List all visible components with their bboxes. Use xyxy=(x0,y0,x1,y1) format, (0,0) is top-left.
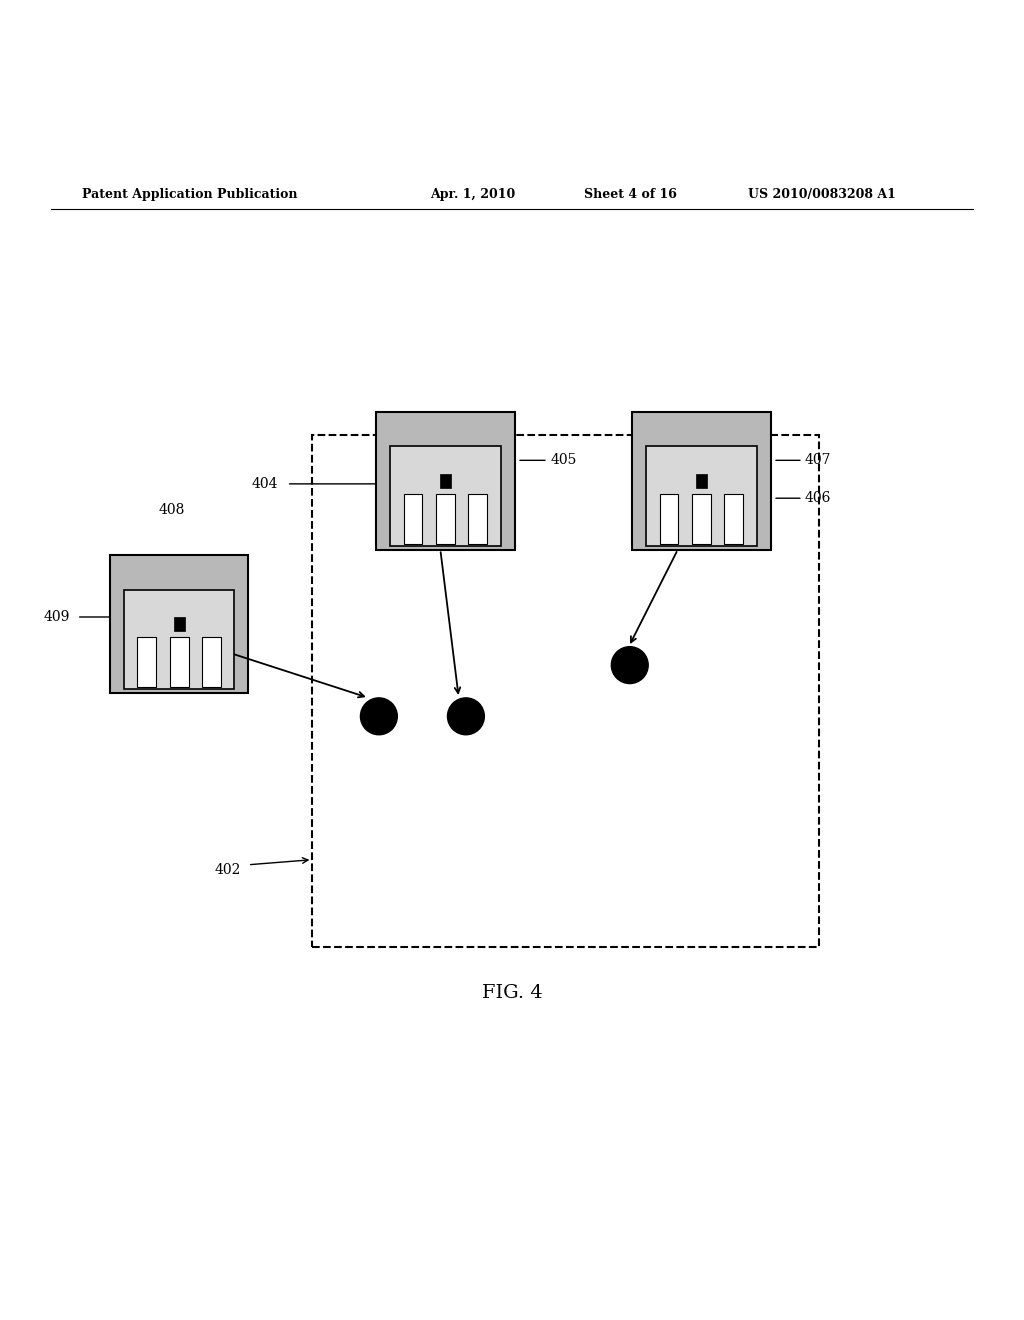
Bar xyxy=(202,638,221,688)
Bar xyxy=(646,446,757,545)
Bar xyxy=(724,494,743,544)
Bar xyxy=(170,638,188,688)
Text: 406: 406 xyxy=(805,491,831,506)
Bar xyxy=(377,412,514,550)
Circle shape xyxy=(447,698,484,735)
Bar xyxy=(403,494,423,544)
Text: 409: 409 xyxy=(43,610,70,624)
Text: 407: 407 xyxy=(805,453,831,467)
Text: 408: 408 xyxy=(159,503,185,516)
Bar xyxy=(124,590,234,689)
Bar xyxy=(110,554,248,693)
Bar xyxy=(633,412,771,550)
Bar xyxy=(468,494,487,544)
Text: Apr. 1, 2010: Apr. 1, 2010 xyxy=(430,187,515,201)
Bar xyxy=(390,446,501,545)
Bar xyxy=(696,474,707,488)
Circle shape xyxy=(360,698,397,735)
Bar xyxy=(692,494,711,544)
Text: 404: 404 xyxy=(252,477,279,491)
Text: 402: 402 xyxy=(214,863,241,876)
Bar xyxy=(440,474,451,488)
Text: Sheet 4 of 16: Sheet 4 of 16 xyxy=(584,187,677,201)
Bar xyxy=(659,494,679,544)
Circle shape xyxy=(611,647,648,684)
Text: 405: 405 xyxy=(551,453,578,467)
Bar xyxy=(436,494,455,544)
Bar xyxy=(137,638,157,688)
Text: US 2010/0083208 A1: US 2010/0083208 A1 xyxy=(748,187,895,201)
Text: FIG. 4: FIG. 4 xyxy=(481,983,543,1002)
Bar xyxy=(312,434,819,946)
Bar xyxy=(174,618,184,631)
Text: Patent Application Publication: Patent Application Publication xyxy=(82,187,297,201)
